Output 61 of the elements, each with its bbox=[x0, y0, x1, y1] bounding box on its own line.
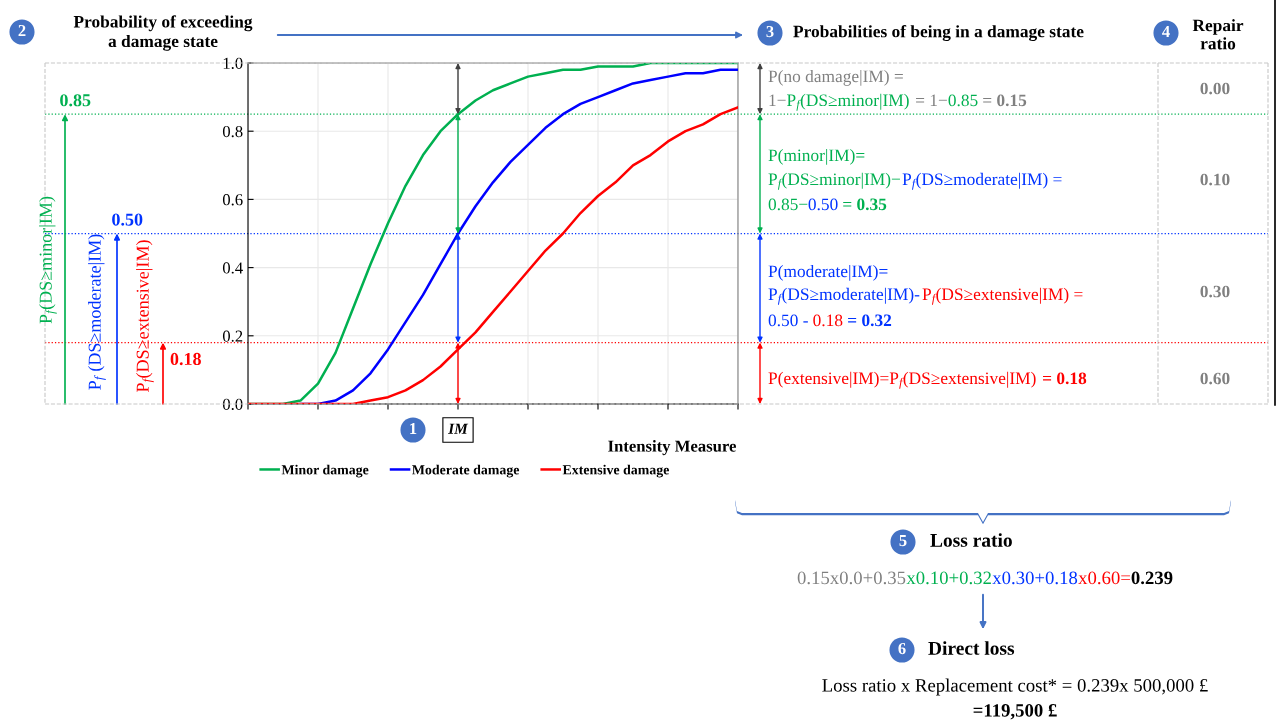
text: 1− bbox=[769, 94, 786, 106]
text: Probabilities of being in a damage state bbox=[793, 24, 1084, 42]
y-tick-label: 0.0 bbox=[222, 398, 243, 411]
text: IM bbox=[448, 423, 469, 434]
text: 2 bbox=[18, 24, 26, 37]
ref-line-label: 0.50 bbox=[112, 213, 143, 226]
text: x0.60= bbox=[1078, 571, 1130, 585]
text: Loss ratio x Replacement cost* = 0.239x 500,000 £ bbox=[822, 678, 1208, 696]
text: 6 bbox=[898, 642, 906, 655]
text: 0.85 bbox=[948, 94, 978, 107]
text: 0.50 bbox=[808, 198, 838, 211]
text: Loss ratio bbox=[930, 533, 1012, 547]
text: P$_{f}$(DS≥moderate|IM) = bbox=[902, 172, 1062, 190]
text: 0.18 bbox=[813, 314, 843, 327]
text: 0.15 bbox=[997, 94, 1027, 107]
legend-label: Extensive damage bbox=[562, 464, 670, 478]
text: 3 bbox=[766, 25, 774, 38]
legend-label: 0.18 bbox=[170, 352, 201, 366]
text: P(no damage|IM) = bbox=[768, 69, 903, 86]
text: = 0.32 bbox=[848, 314, 892, 327]
text: 0.30 bbox=[1200, 285, 1230, 298]
text: 0.50 - bbox=[768, 314, 808, 327]
text: =119,500 £ bbox=[973, 704, 1057, 720]
text: 5 bbox=[899, 535, 907, 547]
text: 0.15x0.0+0.35 bbox=[797, 571, 906, 585]
ref-line-label: 0.85 bbox=[60, 94, 91, 107]
y-tick-label: 0.4 bbox=[222, 262, 243, 274]
text: = 0.18 bbox=[1043, 372, 1087, 385]
text: 0.85− bbox=[768, 198, 808, 211]
text: P(moderate|IM)= bbox=[768, 264, 888, 281]
text: Probability of exceeding a damage state bbox=[73, 15, 253, 51]
text: P(extensive|IM)=P$_{f}$(DS≥extensive|IM) bbox=[768, 371, 1036, 389]
text: 1 bbox=[410, 423, 417, 435]
text: P$_{f}$(DS≥minor|IM) bbox=[787, 93, 909, 111]
text: P$_{f}$(DS≥minor|IM) bbox=[39, 196, 57, 324]
text: P$_{f}$(DS≥minor|IM)− bbox=[768, 172, 900, 190]
text: P$_{f}$(DS≥extensive|IM) bbox=[136, 240, 154, 393]
text: 0.35 bbox=[857, 198, 887, 211]
text: 4 bbox=[1162, 26, 1170, 38]
y-tick-label: 0.6 bbox=[222, 194, 243, 206]
text: P$_{f}$(DS≥extensive|IM) = bbox=[922, 287, 1083, 305]
text: x0.30+0.18 bbox=[992, 571, 1078, 585]
y-tick-label: 0.8 bbox=[222, 125, 243, 138]
text: = bbox=[983, 98, 992, 103]
legend-label: Minor damage bbox=[281, 464, 369, 478]
text: 0.60 bbox=[1200, 372, 1230, 385]
text: P(minor|IM)= bbox=[768, 148, 865, 165]
text: P$_{f}$(DS≥moderate|IM)- bbox=[768, 287, 920, 305]
y-tick-label: 1.0 bbox=[223, 57, 243, 70]
text: = 1− bbox=[916, 94, 947, 106]
text: 0.00 bbox=[1200, 82, 1230, 95]
text: Repair ratio bbox=[1192, 19, 1244, 50]
text: P$_{f}$ (DS≥moderate|IM) bbox=[88, 234, 106, 390]
text: 0.10 bbox=[1200, 173, 1230, 186]
x-axis-title: Intensity Measure bbox=[608, 440, 736, 456]
legend-label: Moderate damage bbox=[412, 464, 520, 478]
text: Direct loss bbox=[928, 641, 1015, 655]
text: = bbox=[843, 202, 852, 207]
text: x0.10+0.32 bbox=[906, 571, 991, 585]
y-tick-label: 0.2 bbox=[222, 330, 243, 342]
text: 0.239 bbox=[1131, 571, 1173, 585]
